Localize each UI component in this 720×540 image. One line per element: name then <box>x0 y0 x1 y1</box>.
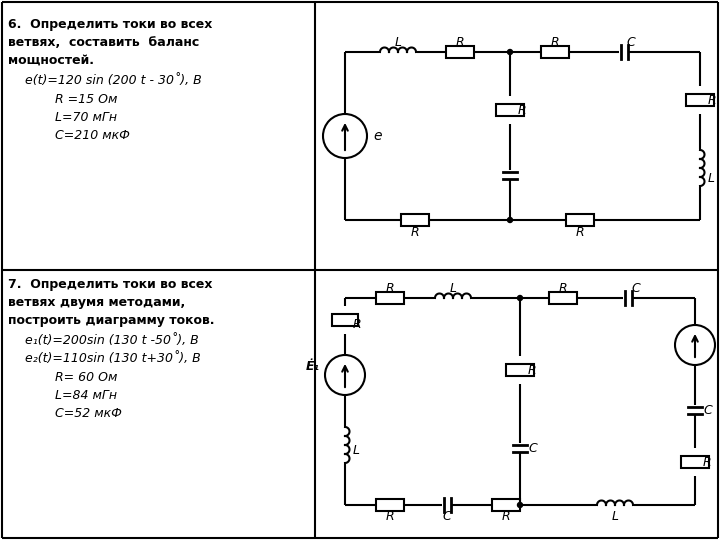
Text: R: R <box>708 93 716 106</box>
Bar <box>541 46 569 58</box>
Circle shape <box>508 50 513 55</box>
Text: R: R <box>502 510 510 523</box>
Text: R: R <box>410 226 419 239</box>
Bar <box>376 499 404 511</box>
Text: C: C <box>528 442 536 455</box>
Text: C=210 мкФ: C=210 мкФ <box>55 129 130 142</box>
Text: C: C <box>443 510 451 523</box>
Text: L=84 мГн: L=84 мГн <box>55 389 117 402</box>
Text: L: L <box>449 281 456 294</box>
Text: R: R <box>528 363 536 376</box>
Text: e₁(t)=200sin (130 t -50˚), В: e₁(t)=200sin (130 t -50˚), В <box>25 334 199 347</box>
Text: ветвях двумя методами,: ветвях двумя методами, <box>8 296 185 309</box>
Text: 6.  Определить токи во всех: 6. Определить токи во всех <box>8 18 212 31</box>
Text: построить диаграмму токов.: построить диаграмму токов. <box>8 314 215 327</box>
Bar <box>446 46 474 58</box>
Text: C: C <box>631 281 640 294</box>
Bar <box>496 104 524 116</box>
Text: C: C <box>703 403 712 416</box>
Text: L=70 мГн: L=70 мГн <box>55 111 117 124</box>
Bar <box>332 314 358 326</box>
Bar <box>492 499 520 511</box>
Bar <box>549 292 577 304</box>
Circle shape <box>518 503 523 508</box>
Text: R: R <box>559 281 567 294</box>
Text: e: e <box>373 129 382 143</box>
Bar <box>506 364 534 376</box>
Bar <box>401 214 429 226</box>
Text: C: C <box>626 36 635 49</box>
Text: R: R <box>576 226 585 239</box>
Text: C=52 мкФ: C=52 мкФ <box>55 407 122 420</box>
Circle shape <box>508 218 513 222</box>
Text: R: R <box>551 36 559 49</box>
Text: мощностей.: мощностей. <box>8 54 94 67</box>
Text: L: L <box>353 443 360 456</box>
Text: ветвях,  составить  баланс: ветвях, составить баланс <box>8 36 199 49</box>
Circle shape <box>518 295 523 300</box>
Text: L: L <box>611 510 618 523</box>
Text: e(t)=120 sin (200 t - 30˚), В: e(t)=120 sin (200 t - 30˚), В <box>25 74 202 87</box>
Text: R: R <box>703 456 711 469</box>
Text: e₂(t)=110sin (130 t+30˚), В: e₂(t)=110sin (130 t+30˚), В <box>25 352 201 365</box>
Text: R: R <box>386 510 395 523</box>
Text: R =15 Ом: R =15 Ом <box>55 93 117 106</box>
Bar <box>686 94 714 106</box>
Text: R= 60 Ом: R= 60 Ом <box>55 371 117 384</box>
Text: R: R <box>386 281 395 294</box>
Bar <box>376 292 404 304</box>
Bar <box>566 214 594 226</box>
Bar <box>681 456 709 468</box>
Text: 7.  Определить токи во всех: 7. Определить токи во всех <box>8 278 212 291</box>
Text: L: L <box>708 172 715 185</box>
Text: R: R <box>353 319 361 332</box>
Text: Ė₁: Ė₁ <box>306 361 320 374</box>
Text: L: L <box>395 36 402 49</box>
Text: R: R <box>456 36 464 49</box>
Text: R: R <box>518 104 526 117</box>
